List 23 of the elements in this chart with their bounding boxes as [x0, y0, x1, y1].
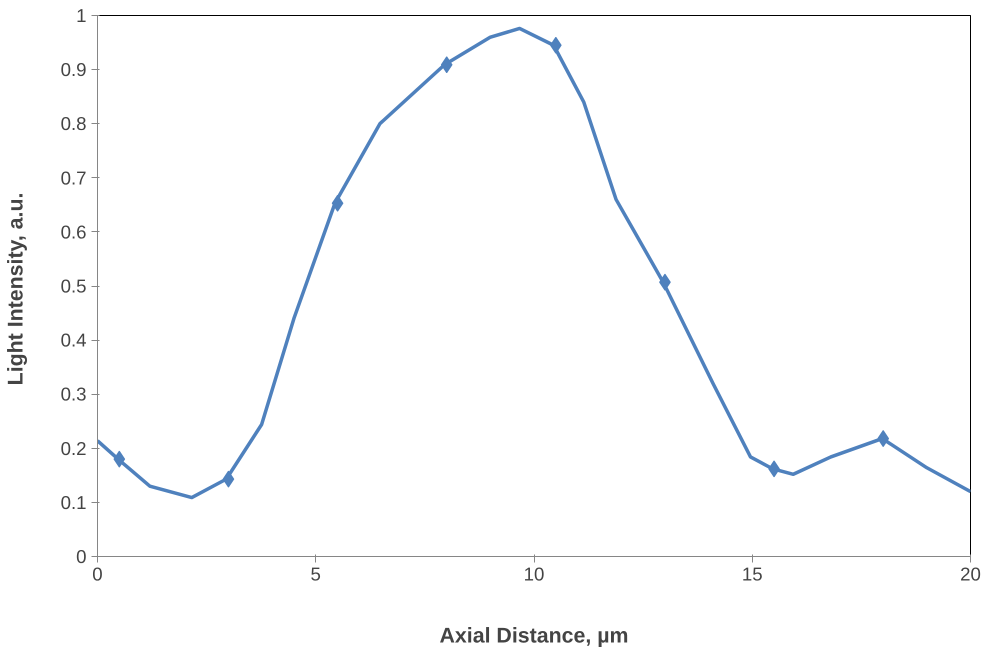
y-tick-label: 0.9	[60, 59, 87, 80]
y-tick-label: 0	[76, 546, 87, 567]
y-tick-label: 1	[76, 5, 87, 26]
point	[550, 36, 562, 54]
x-tick-label: 15	[742, 564, 763, 584]
x-tick-label: 20	[960, 564, 981, 584]
line-series	[98, 26, 970, 500]
y-tick-label: 0.6	[60, 221, 87, 242]
x-tick-label: 5	[310, 564, 321, 584]
y-tick-label: 0.1	[60, 492, 87, 513]
x-tick-label: 10	[524, 564, 544, 584]
y-tick-label: 0.2	[60, 438, 87, 459]
x-axis-title: Axial Distance, µm	[440, 624, 628, 648]
y-tick-label: 0.3	[60, 384, 87, 405]
x-tick-label: 0	[92, 564, 103, 584]
point	[877, 430, 890, 448]
y-tick-label: 0.4	[60, 330, 87, 351]
y-tick-label: 0.8	[60, 113, 87, 134]
point	[440, 56, 453, 74]
point	[113, 450, 126, 468]
y-axis-title: Light Intensity, a.u.	[4, 192, 28, 386]
y-tick-label: 0.7	[60, 167, 87, 188]
y-tick-label: 0.5	[60, 276, 87, 296]
